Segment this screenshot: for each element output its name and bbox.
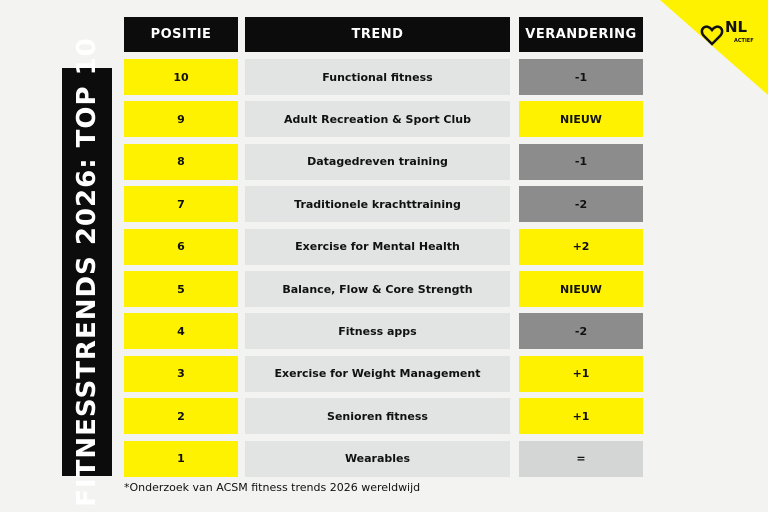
- position-cell: 7: [124, 186, 238, 223]
- change-cell: -2: [519, 186, 643, 223]
- trend-cell: Wearables: [245, 440, 510, 477]
- logo-text: NL: [725, 18, 748, 36]
- position-cell: 9: [124, 101, 238, 138]
- corner: [660, 0, 768, 95]
- change-cell: -1: [519, 59, 643, 95]
- position-cell: 10: [124, 59, 238, 95]
- position-cell: 1: [124, 440, 238, 477]
- trend-cell: Fitness apps: [245, 313, 510, 350]
- trend-cell: Balance, Flow & Core Strength: [245, 271, 510, 307]
- change-cell: -1: [519, 143, 643, 180]
- position-cell: 3: [124, 355, 238, 392]
- footnote: *Onderzoek van ACSM fitness trends 2026 …: [124, 481, 421, 494]
- change-cell: +2: [519, 228, 643, 265]
- change-cell: =: [519, 440, 643, 477]
- trend-cell: Senioren fitness: [245, 398, 510, 435]
- header-cell: VERANDERING: [519, 17, 643, 52]
- change-cell: NIEUW: [519, 101, 643, 138]
- position-cell: 6: [124, 228, 238, 265]
- title-box: FITNESSTRENDS 2026: TOP 10: [62, 37, 112, 507]
- change-cell: +1: [519, 355, 643, 392]
- change-cell: -2: [519, 313, 643, 350]
- title: FITNESSTRENDS 2026: TOP 10: [72, 37, 102, 507]
- position-cell: 4: [124, 313, 238, 350]
- position-cell: 5: [124, 271, 238, 307]
- trend-cell: Traditionele krachttraining: [245, 186, 510, 223]
- heart-icon: [700, 25, 724, 46]
- change-cell: NIEUW: [519, 271, 643, 307]
- change-cell: +1: [519, 398, 643, 435]
- trend-cell: Exercise for Weight Management: [245, 355, 510, 392]
- trend-cell: Datagedreven training: [245, 143, 510, 180]
- position-cell: 8: [124, 143, 238, 180]
- position-cell: 2: [124, 398, 238, 435]
- header-cell: TREND: [245, 17, 510, 52]
- trend-cell: Exercise for Mental Health: [245, 228, 510, 265]
- logo-subtext: ACTIEF: [734, 38, 754, 44]
- header-cell: POSITIE: [124, 17, 238, 52]
- trend-cell: Functional fitness: [245, 59, 510, 95]
- trend-cell: Adult Recreation & Sport Club: [245, 101, 510, 138]
